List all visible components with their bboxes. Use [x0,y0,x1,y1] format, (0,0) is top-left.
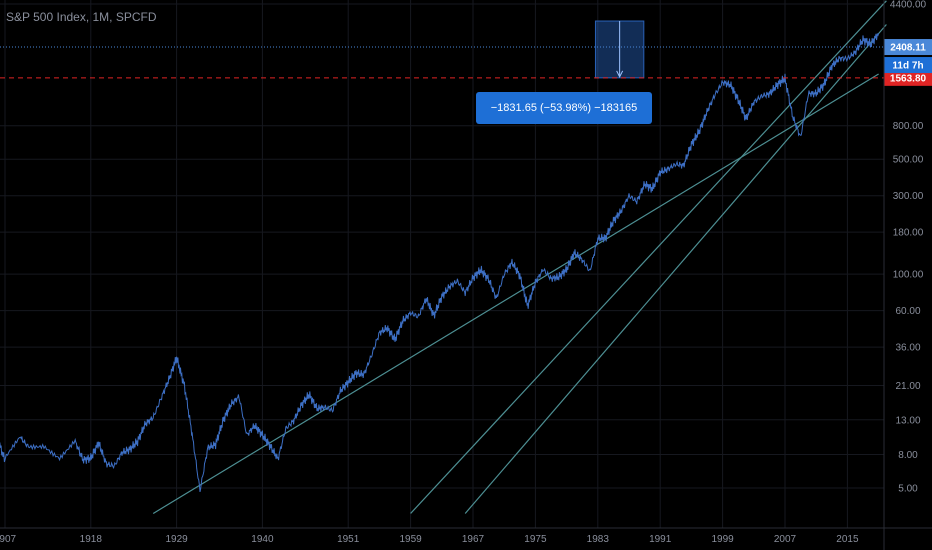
price-line [0,32,880,493]
trendlines [152,0,887,514]
y-tick-label: 60.00 [895,306,920,317]
grid [0,0,884,528]
x-tick-label: 1975 [524,534,547,545]
measure-arrowhead [616,70,624,78]
x-tick-label: 1999 [711,534,734,545]
countdown-tag [884,57,932,74]
y-tick-label: 4400.00 [890,0,927,11]
x-tick-label: 1951 [337,534,360,545]
countdown-tag-label: 11d 7h [892,61,923,72]
x-tick-label: 1929 [165,534,188,545]
horizontal-lines [0,46,884,79]
x-tick-label: 1940 [251,534,274,545]
measure-box[interactable] [594,20,645,79]
price-tag [884,69,932,86]
y-tick-label: 800.00 [893,121,924,132]
y-tick-label: 300.00 [893,191,924,202]
measure-label: −1831.65 (−53.98%) −183165 [476,92,652,124]
y-tick-label: 100.00 [893,270,924,281]
y-tick-label: 21.00 [895,381,920,392]
x-tick-label: 1959 [399,534,422,545]
y-tick-label: 500.00 [893,155,924,166]
y-tick-label: 8.00 [898,450,918,461]
price-tag-label: 2408.11 [890,43,926,54]
x-tick-label: 1967 [462,534,485,545]
price-tag-label: 1563.80 [890,73,927,84]
chart-title: S&P 500 Index, 1M, SPCFD [6,10,157,24]
x-tick-label: 2007 [774,534,797,545]
y-tick-label: 13.00 [895,415,920,426]
y-tick-label: 36.00 [895,343,920,354]
x-tick-label: 1918 [80,534,103,545]
trendline [464,24,887,514]
x-tick-label: 1907 [0,534,17,545]
y-tick-label: 180.00 [893,228,924,239]
y-tick-label: 5.00 [898,484,918,495]
trendline [410,0,887,514]
x-axis[interactable]: 1907 1918 1929 1940 1951 1959 1967 1975 1983 1991… [0,527,932,545]
price-tag [884,39,932,56]
x-tick-label: 1991 [649,534,672,545]
x-tick-label: 2015 [836,534,859,545]
trendline [152,73,879,514]
price-series [0,32,880,493]
x-tick-label: 1983 [587,534,610,545]
y-axis[interactable]: 4400.00 800.00 500.00 300.00 180.00 100.00 60.… [883,0,932,550]
